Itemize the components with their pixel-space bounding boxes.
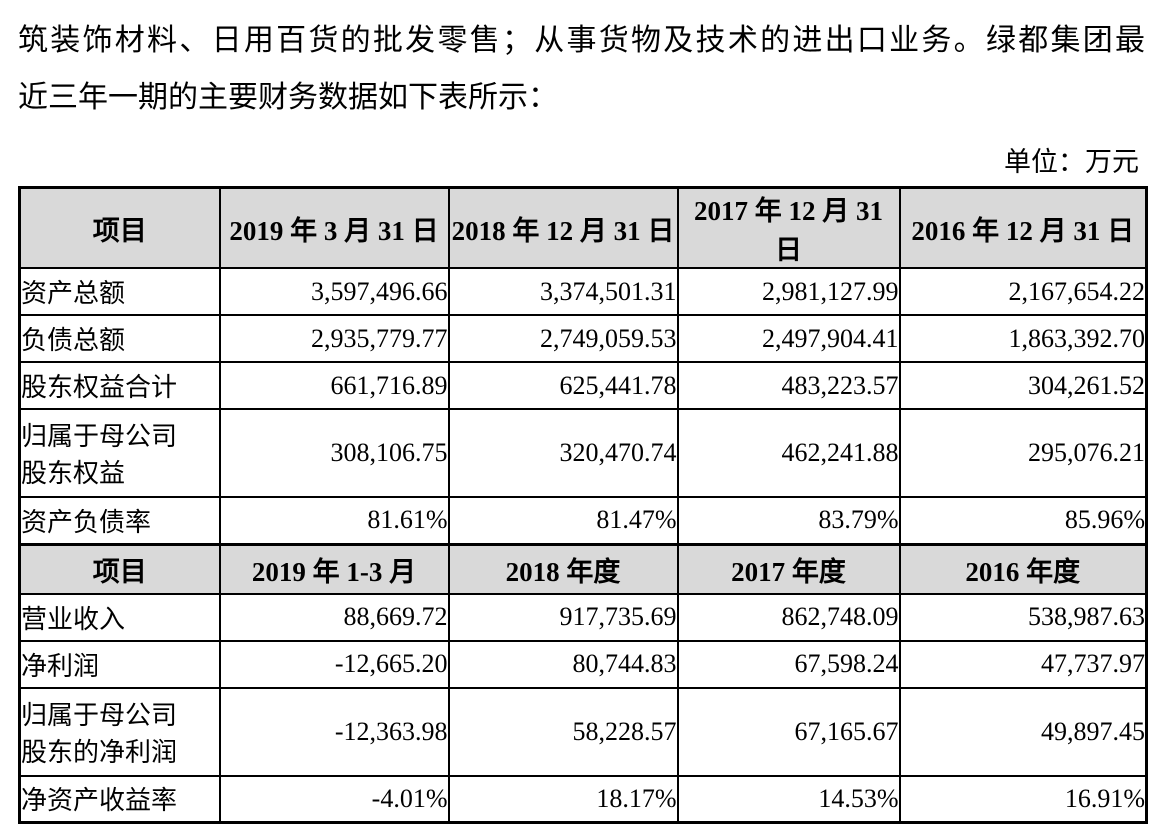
value-cell: 2,497,904.41: [676, 314, 901, 363]
row-label-cell: 负债总额: [18, 314, 221, 363]
value-cell: 625,441.78: [447, 361, 679, 410]
header-cell-period-2017: 2017 年度: [676, 542, 901, 595]
table-row-total-equity: 股东权益合计 661,716.89 625,441.78 483,223.57 …: [18, 361, 1148, 410]
value-cell: 308,106.75: [218, 408, 450, 498]
table-row-revenue: 营业收入 88,669.72 917,735.69 862,748.09 538…: [18, 592, 1148, 642]
value-cell: 320,470.74: [447, 408, 679, 498]
value-cell: 81.61%: [218, 496, 450, 545]
table-row-roe: 净资产收益率 -4.01% 18.17% 14.53% 16.91%: [18, 774, 1148, 824]
value-cell: 304,261.52: [898, 361, 1148, 410]
header-cell-period-2018: 2018 年度: [447, 542, 679, 595]
intro-text-line1: 筑装饰材料、日用百货的批发零售；从事货物及技术的进出口业务。绿都集团最: [18, 24, 1145, 57]
value-cell: 83.79%: [676, 496, 901, 545]
value-cell: 18.17%: [447, 774, 679, 824]
table-row-net-profit: 净利润 -12,665.20 80,744.83 67,598.24 47,73…: [18, 639, 1148, 689]
value-cell: 14.53%: [676, 774, 901, 824]
table-header-row-income: 项目 2019 年 1-3 月 2018 年度 2017 年度 2016 年度: [18, 542, 1148, 595]
row-label-cell: 营业收入: [18, 592, 221, 642]
intro-paragraph: 筑装饰材料、日用百货的批发零售；从事货物及技术的进出口业务。绿都集团最 近三年一…: [18, 12, 1145, 126]
header-cell-period-2019: 2019 年 1-3 月: [218, 542, 450, 595]
financial-table: 项目 2019 年 3 月 31 日 2018 年 12 月 31 日 2017…: [18, 186, 1148, 824]
row-label-cell: 归属于母公司 股东的净利润: [18, 686, 221, 777]
value-cell: 3,374,501.31: [447, 267, 679, 316]
value-cell: 538,987.63: [898, 592, 1148, 642]
header-cell-item: 项目: [18, 542, 221, 595]
header-cell-date-2018: 2018 年 12 月 31 日: [447, 186, 679, 269]
value-cell: 80,744.83: [447, 639, 679, 689]
value-cell: -12,363.98: [218, 686, 450, 777]
header-cell-item: 项目: [18, 186, 221, 269]
row-label-cell: 净资产收益率: [18, 774, 221, 824]
table-row-parent-equity: 归属于母公司 股东权益 308,106.75 320,470.74 462,24…: [18, 408, 1148, 498]
value-cell: 67,165.67: [676, 686, 901, 777]
unit-label: 单位：万元: [1004, 147, 1139, 177]
value-cell: 295,076.21: [898, 408, 1148, 498]
value-cell: 917,735.69: [447, 592, 679, 642]
value-cell: 85.96%: [898, 496, 1148, 545]
value-cell: 58,228.57: [447, 686, 679, 777]
value-cell: 2,167,654.22: [898, 267, 1148, 316]
value-cell: 483,223.57: [676, 361, 901, 410]
value-cell: 88,669.72: [218, 592, 450, 642]
value-cell: 81.47%: [447, 496, 679, 545]
value-cell: -12,665.20: [218, 639, 450, 689]
header-cell-date-2017: 2017 年 12 月 31 日: [676, 186, 901, 269]
table-row-total-liabilities: 负债总额 2,935,779.77 2,749,059.53 2,497,904…: [18, 314, 1148, 363]
value-cell: 67,598.24: [676, 639, 901, 689]
table-row-parent-net-profit: 归属于母公司 股东的净利润 -12,363.98 58,228.57 67,16…: [18, 686, 1148, 777]
value-cell: 47,737.97: [898, 639, 1148, 689]
value-cell: 2,749,059.53: [447, 314, 679, 363]
row-label-cell: 股东权益合计: [18, 361, 221, 410]
value-cell: -4.01%: [218, 774, 450, 824]
row-label-cell: 资产负债率: [18, 496, 221, 545]
value-cell: 862,748.09: [676, 592, 901, 642]
header-cell-date-2016: 2016 年 12 月 31 日: [898, 186, 1148, 269]
value-cell: 2,935,779.77: [218, 314, 450, 363]
header-cell-period-2016: 2016 年度: [898, 542, 1148, 595]
value-cell: 49,897.45: [898, 686, 1148, 777]
value-cell: 16.91%: [898, 774, 1148, 824]
value-cell: 661,716.89: [218, 361, 450, 410]
table-header-row-balance: 项目 2019 年 3 月 31 日 2018 年 12 月 31 日 2017…: [18, 186, 1148, 269]
table-row-total-assets: 资产总额 3,597,496.66 3,374,501.31 2,981,127…: [18, 267, 1148, 316]
document-page: 筑装饰材料、日用百货的批发零售；从事货物及技术的进出口业务。绿都集团最 近三年一…: [18, 12, 1148, 824]
table-row-debt-ratio: 资产负债率 81.61% 81.47% 83.79% 85.96%: [18, 496, 1148, 545]
value-cell: 2,981,127.99: [676, 267, 901, 316]
row-label-cell: 净利润: [18, 639, 221, 689]
value-cell: 3,597,496.66: [218, 267, 450, 316]
header-cell-date-2019: 2019 年 3 月 31 日: [218, 186, 450, 269]
value-cell: 462,241.88: [676, 408, 901, 498]
intro-text-line2: 近三年一期的主要财务数据如下表所示：: [18, 81, 558, 114]
row-label-cell: 资产总额: [18, 267, 221, 316]
row-label-cell: 归属于母公司 股东权益: [18, 408, 221, 498]
value-cell: 1,863,392.70: [898, 314, 1148, 363]
